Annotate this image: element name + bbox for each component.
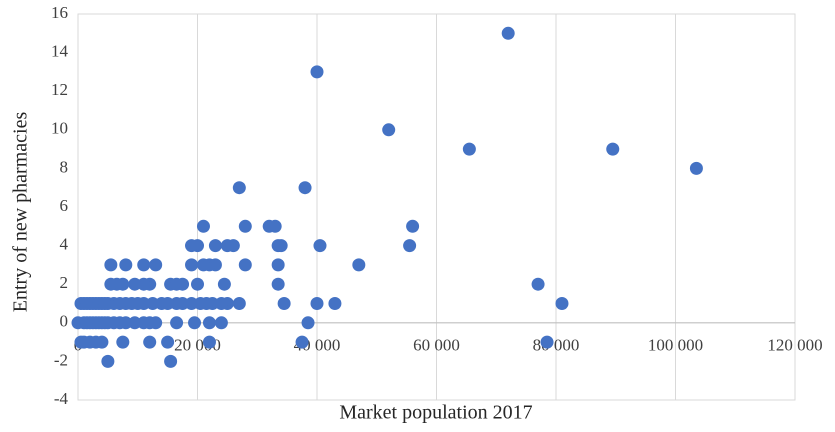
point (540, 335, 554, 349)
point (689, 161, 703, 175)
point (191, 277, 204, 291)
point (137, 258, 151, 272)
y-tick-label: -4 (54, 389, 69, 408)
y-tick-label: 4 (60, 235, 69, 254)
point (98, 297, 112, 310)
point (104, 277, 118, 291)
point (170, 277, 184, 291)
point (352, 258, 366, 272)
point (301, 316, 315, 330)
point (501, 26, 515, 40)
point (310, 297, 324, 310)
x-axis-title: Market population 2017 (339, 402, 532, 424)
point (193, 297, 207, 310)
point (128, 316, 142, 330)
point (406, 219, 420, 233)
x-tick-label: 100 000 (648, 336, 703, 355)
point (185, 258, 199, 272)
y-tick-label: 0 (60, 312, 69, 331)
point (295, 335, 309, 349)
point (220, 239, 234, 253)
point (149, 258, 163, 272)
point (202, 335, 216, 349)
point (328, 297, 342, 310)
point (116, 335, 130, 349)
point (298, 181, 312, 195)
point (214, 316, 228, 330)
point (277, 297, 291, 310)
point (71, 316, 85, 330)
point (217, 277, 231, 291)
point (146, 297, 160, 310)
x-tick-label: 60 000 (413, 336, 460, 355)
point (119, 258, 133, 272)
point (170, 297, 184, 310)
point (313, 239, 327, 253)
point (271, 277, 285, 291)
point (462, 142, 476, 156)
point (98, 316, 112, 330)
point (214, 297, 228, 310)
y-tick-label: 8 (60, 157, 69, 176)
point (232, 181, 246, 195)
y-tick-label: 2 (60, 273, 69, 292)
point (202, 316, 216, 330)
point (128, 277, 142, 291)
point (208, 239, 222, 253)
point (101, 354, 115, 368)
point (164, 354, 178, 368)
point (161, 335, 175, 349)
y-tick-label: 6 (60, 196, 69, 215)
point (238, 219, 252, 233)
point (155, 297, 169, 310)
point (606, 142, 620, 156)
y-tick-label: 12 (51, 80, 68, 99)
point (104, 258, 118, 272)
y-tick-label: -2 (54, 350, 68, 369)
x-tick-label: 120 000 (767, 336, 822, 355)
point (271, 239, 285, 253)
y-tick-label: 16 (51, 3, 68, 22)
point (271, 258, 285, 272)
point (382, 123, 396, 137)
point (403, 239, 417, 253)
y-tick-label: 10 (51, 119, 68, 138)
point (196, 258, 210, 272)
point (310, 65, 324, 79)
point (531, 277, 545, 291)
point (555, 297, 569, 310)
point (232, 297, 246, 310)
point (238, 258, 252, 272)
point (268, 219, 282, 233)
point (185, 297, 199, 310)
point (170, 316, 184, 330)
y-tick-label: 14 (51, 42, 69, 61)
x-tick-label: 80 000 (533, 336, 580, 355)
point (143, 335, 157, 349)
point (137, 316, 151, 330)
point (196, 219, 210, 233)
point (137, 277, 151, 291)
point (185, 239, 199, 253)
point (188, 316, 202, 330)
y-axis-title: Entry of new pharmacies (10, 112, 32, 313)
point (74, 335, 88, 349)
